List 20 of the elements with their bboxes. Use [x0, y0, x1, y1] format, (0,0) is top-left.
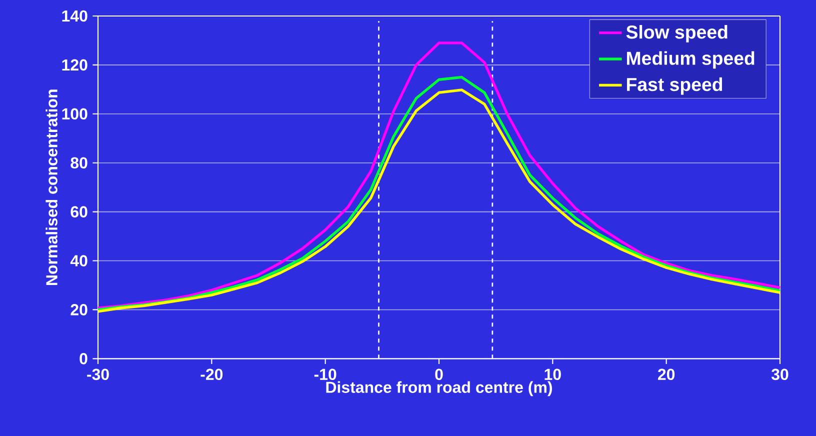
x-tick-label: 30 — [771, 368, 788, 380]
x-tick-label: 10 — [544, 368, 561, 380]
y-tick-label: 60 — [70, 206, 88, 218]
x-axis-title: Distance from road centre (m) — [326, 381, 552, 396]
y-axis-title: Normalised concentration — [46, 90, 58, 285]
y-tick-label: 80 — [70, 157, 88, 169]
y-tick-label: 0 — [80, 353, 88, 364]
x-tick-label: 0 — [435, 368, 443, 380]
x-tick-label: 20 — [658, 368, 675, 380]
legend-label: Fast speed — [627, 77, 722, 95]
x-tick-label: -30 — [87, 368, 109, 380]
y-tick-label: 120 — [62, 59, 88, 71]
y-tick-label: 100 — [62, 108, 88, 120]
y-tick-label: 20 — [70, 304, 88, 316]
x-tick-label: -20 — [200, 368, 223, 380]
legend-label: Slow speed — [626, 25, 728, 42]
y-tick-label: 40 — [70, 255, 88, 266]
y-tick-label: 140 — [62, 10, 88, 22]
x-tick-label: -10 — [314, 368, 336, 380]
legend-label: Medium speed — [627, 51, 754, 69]
